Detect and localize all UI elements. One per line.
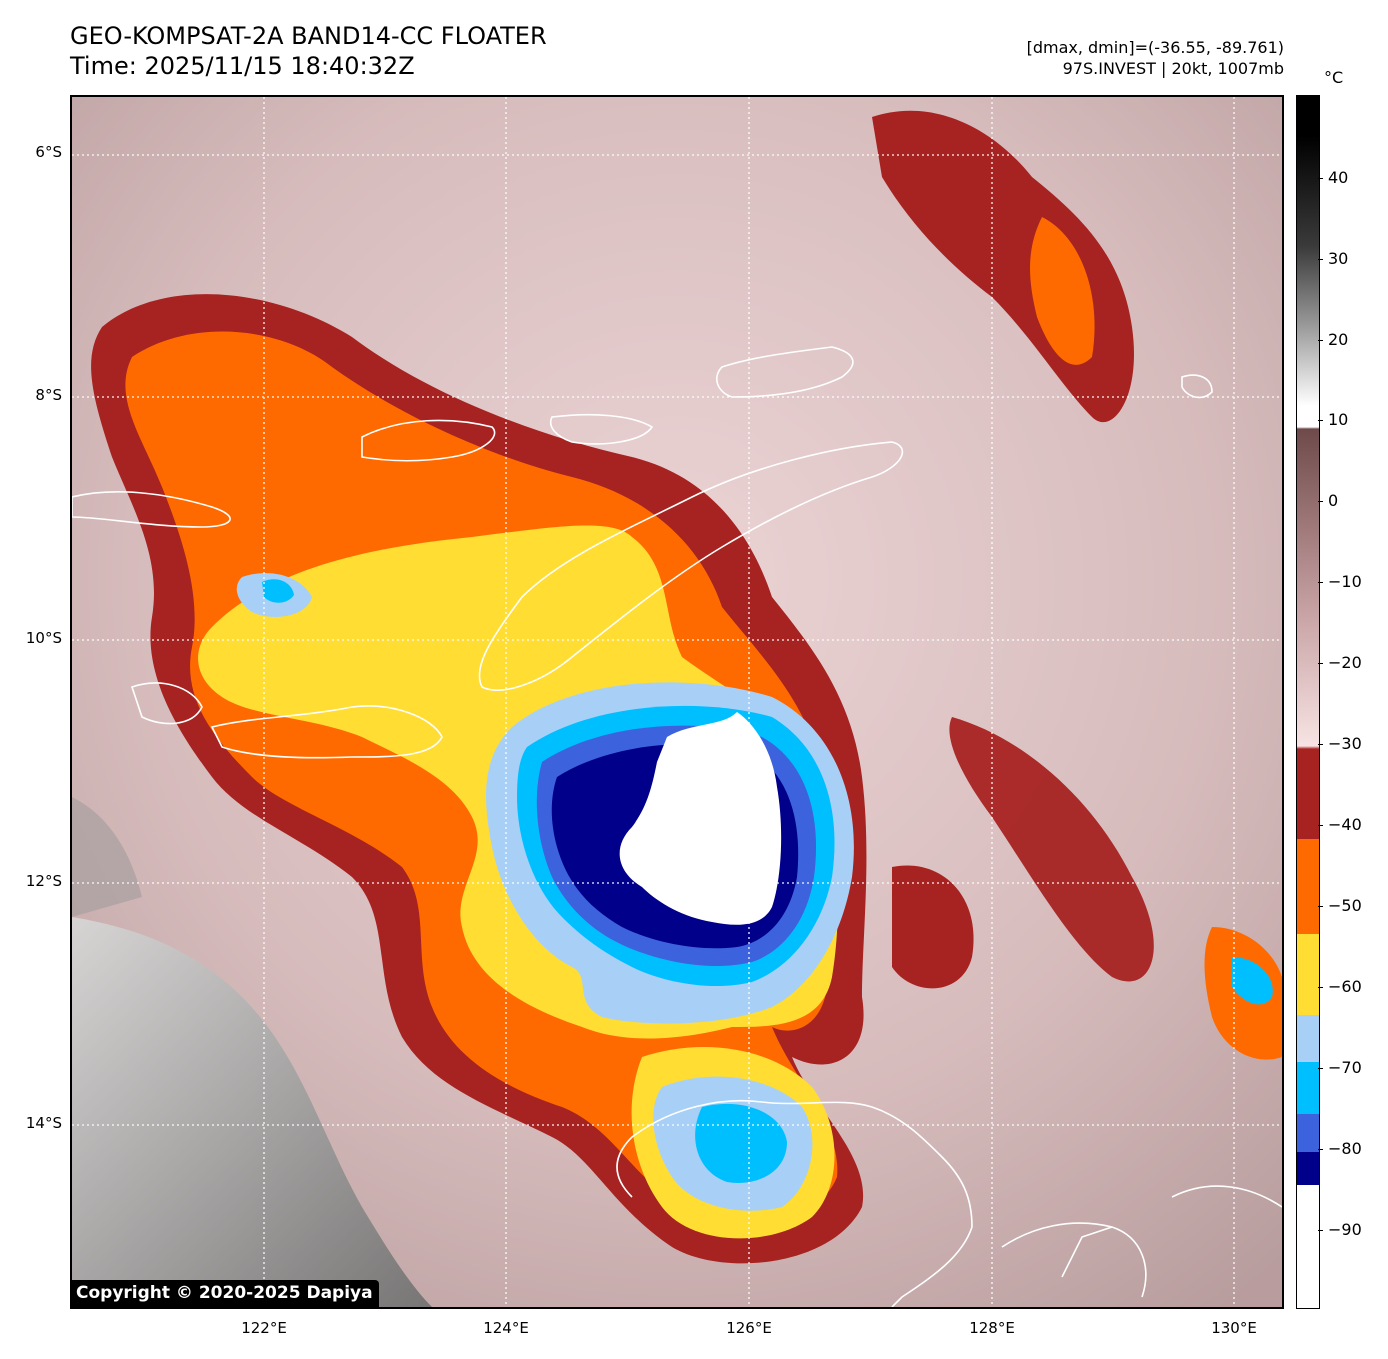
west-cell-cyan — [262, 579, 294, 603]
colorbar-tick-m60 — [1318, 987, 1323, 988]
colorbar-label-m30: −30 — [1328, 734, 1362, 753]
satellite-map — [70, 95, 1284, 1309]
coastlines — [72, 346, 1282, 1307]
lon-label-126e: 126°E — [726, 1319, 772, 1337]
e-cloud-band — [949, 717, 1154, 982]
warm-patch-west — [72, 797, 142, 917]
colorbar-tick-m10 — [1318, 582, 1323, 583]
dmax-dmin-readout: [dmax, dmin]=(-36.55, -89.761) — [1026, 38, 1284, 57]
colorbar-label-m20: −20 — [1328, 653, 1362, 672]
colorbar-tick-m90 — [1318, 1230, 1323, 1231]
cold-white-core — [619, 712, 782, 925]
colorbar-label-0: 0 — [1328, 491, 1339, 510]
colorbar — [1296, 95, 1320, 1309]
colorbar-tick-m70 — [1318, 1068, 1323, 1069]
colorbar-label-m10: −10 — [1328, 572, 1362, 591]
lat-label-6s: 6°S — [35, 143, 62, 161]
colorbar-label-m60: −60 — [1328, 977, 1362, 996]
ne-cloud-core — [1030, 217, 1095, 365]
colorbar-label-m80: −80 — [1328, 1139, 1362, 1158]
map-title: GEO-KOMPSAT-2A BAND14-CC FLOATER — [70, 22, 547, 50]
colorbar-label-20: 20 — [1328, 330, 1349, 349]
colorbar-tick-20 — [1318, 340, 1323, 341]
se-cloud-top — [1232, 957, 1273, 1005]
colorbar-tick-m40 — [1318, 825, 1323, 826]
lat-label-14s: 14°S — [25, 1114, 62, 1132]
lon-label-124e: 124°E — [483, 1319, 529, 1337]
storm-info: 97S.INVEST | 20kt, 1007mb — [1062, 59, 1284, 78]
graticule — [72, 97, 1282, 1307]
colorbar-label-10: 10 — [1328, 410, 1349, 429]
south-cell-cyan — [695, 1103, 787, 1183]
colorbar-unit: °C — [1324, 68, 1344, 87]
colorbar-tick-m50 — [1318, 906, 1323, 907]
warm-land-region — [72, 917, 432, 1307]
mid-e-cloud — [892, 865, 974, 989]
lon-label-130e: 130°E — [1211, 1319, 1257, 1337]
colorbar-tick-m30 — [1318, 744, 1323, 745]
colorbar-tick-40 — [1318, 178, 1323, 179]
lon-label-128e: 128°E — [969, 1319, 1015, 1337]
lat-label-10s: 10°S — [25, 629, 62, 647]
lat-label-12s: 12°S — [25, 872, 62, 890]
map-time: Time: 2025/11/15 18:40:32Z — [70, 52, 415, 80]
colorbar-tick-0 — [1318, 501, 1323, 502]
colorbar-label-30: 30 — [1328, 249, 1349, 268]
colorbar-label-40: 40 — [1328, 168, 1349, 187]
colorbar-label-m90: −90 — [1328, 1220, 1362, 1239]
colorbar-tick-m20 — [1318, 663, 1323, 664]
lon-label-122e: 122°E — [241, 1319, 287, 1337]
colorbar-tick-30 — [1318, 259, 1323, 260]
colorbar-label-m70: −70 — [1328, 1058, 1362, 1077]
colorbar-tick-m80 — [1318, 1149, 1323, 1150]
colorbar-tick-10 — [1318, 420, 1323, 421]
colorbar-label-m50: −50 — [1328, 896, 1362, 915]
copyright-badge: Copyright © 2020-2025 Dapiya — [70, 1280, 379, 1307]
satellite-imagery — [72, 97, 1282, 1307]
colorbar-label-m40: −40 — [1328, 815, 1362, 834]
lat-label-8s: 8°S — [35, 386, 62, 404]
